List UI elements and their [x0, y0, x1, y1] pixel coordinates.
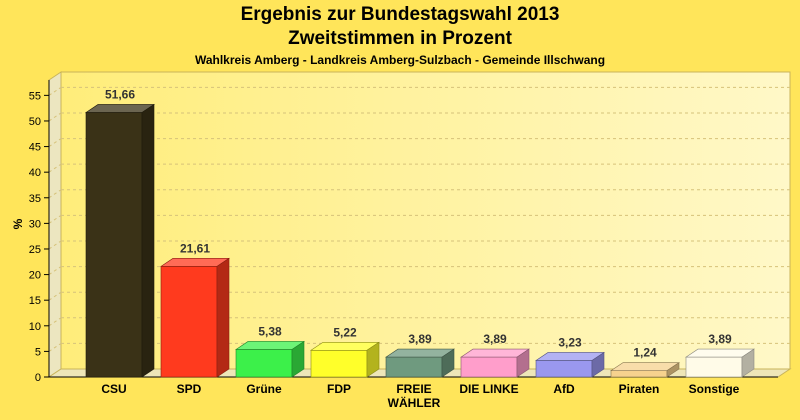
y-tick-label: 30: [29, 218, 41, 230]
bar-front: [160, 266, 218, 378]
gridline: [48, 291, 62, 301]
data-label: 51,66: [105, 87, 135, 101]
x-tick-label: AfD: [553, 382, 575, 396]
y-tick-label: 20: [29, 270, 41, 282]
gridline: [48, 163, 62, 173]
bar: [685, 348, 755, 378]
bar: [610, 362, 680, 378]
y-tick-label: 5: [35, 346, 41, 358]
bar-side: [441, 348, 455, 378]
bar: [385, 348, 455, 378]
bar-side: [666, 362, 680, 378]
bar-side: [291, 340, 305, 378]
y-tick-label: 50: [29, 116, 41, 128]
y-tick-label: 0: [35, 372, 41, 384]
gridline: [48, 342, 62, 352]
y-axis-label: %: [11, 218, 25, 229]
bar-side: [216, 257, 230, 378]
x-tick-label: DIE LINKE: [459, 382, 518, 396]
chart-title: Ergebnis zur Bundestagswahl 2013: [240, 4, 560, 25]
data-label: 3,89: [483, 332, 507, 346]
y-tick-label: 25: [29, 244, 41, 256]
bar-front: [310, 349, 368, 378]
y-tick-label: 55: [29, 90, 41, 102]
data-label: 1,24: [633, 346, 657, 360]
chart-side-wall: [48, 71, 62, 378]
bar: [535, 351, 605, 378]
gridline: [48, 240, 62, 250]
bar: [85, 103, 155, 378]
bar-front: [460, 356, 518, 378]
bar-front: [535, 360, 593, 378]
bar: [160, 257, 230, 378]
gridline: [48, 214, 62, 224]
x-tick-label: Sonstige: [689, 382, 740, 396]
chart-subtitle: Zweitstimmen in Prozent: [288, 28, 512, 49]
y-tick-label: 40: [29, 167, 41, 179]
x-tick-label: WÄHLER: [388, 395, 441, 410]
bar-front: [235, 349, 293, 378]
data-label: 5,38: [258, 324, 282, 338]
bar-front: [385, 356, 443, 378]
x-tick-label: CSU: [101, 382, 126, 396]
chart-caption: Wahlkreis Amberg - Landkreis Amberg-Sulz…: [194, 53, 606, 67]
x-tick-label: FDP: [327, 382, 351, 396]
bar-front: [85, 112, 143, 378]
y-tick-label: 45: [29, 142, 41, 154]
data-label: 3,23: [558, 335, 582, 349]
bar-side: [741, 348, 755, 378]
gridline: [48, 138, 62, 147]
y-tick-label: 15: [29, 295, 41, 307]
gridline: [48, 317, 62, 327]
bar: [310, 341, 380, 378]
bar-side: [591, 351, 605, 378]
x-tick-label: SPD: [177, 382, 202, 396]
data-label: 21,61: [180, 241, 210, 255]
data-label: 5,22: [333, 325, 357, 339]
data-label: 3,89: [408, 332, 432, 346]
data-label: 3,89: [708, 332, 732, 346]
bar-front: [685, 356, 743, 378]
y-tick-label: 10: [29, 321, 41, 333]
gridline: [48, 86, 62, 96]
bar-front: [610, 370, 668, 378]
bar-side: [141, 103, 155, 378]
gridline: [48, 266, 62, 276]
gridline: [48, 189, 62, 199]
bar: [235, 340, 305, 378]
x-tick-label: Grüne: [246, 382, 282, 396]
gridline: [48, 112, 62, 122]
y-tick-label: 35: [29, 193, 41, 205]
x-tick-label: FREIE: [396, 382, 431, 396]
bar-side: [366, 341, 380, 378]
x-tick-label: Piraten: [619, 382, 660, 396]
bar-side: [516, 348, 530, 378]
bar: [460, 348, 530, 378]
